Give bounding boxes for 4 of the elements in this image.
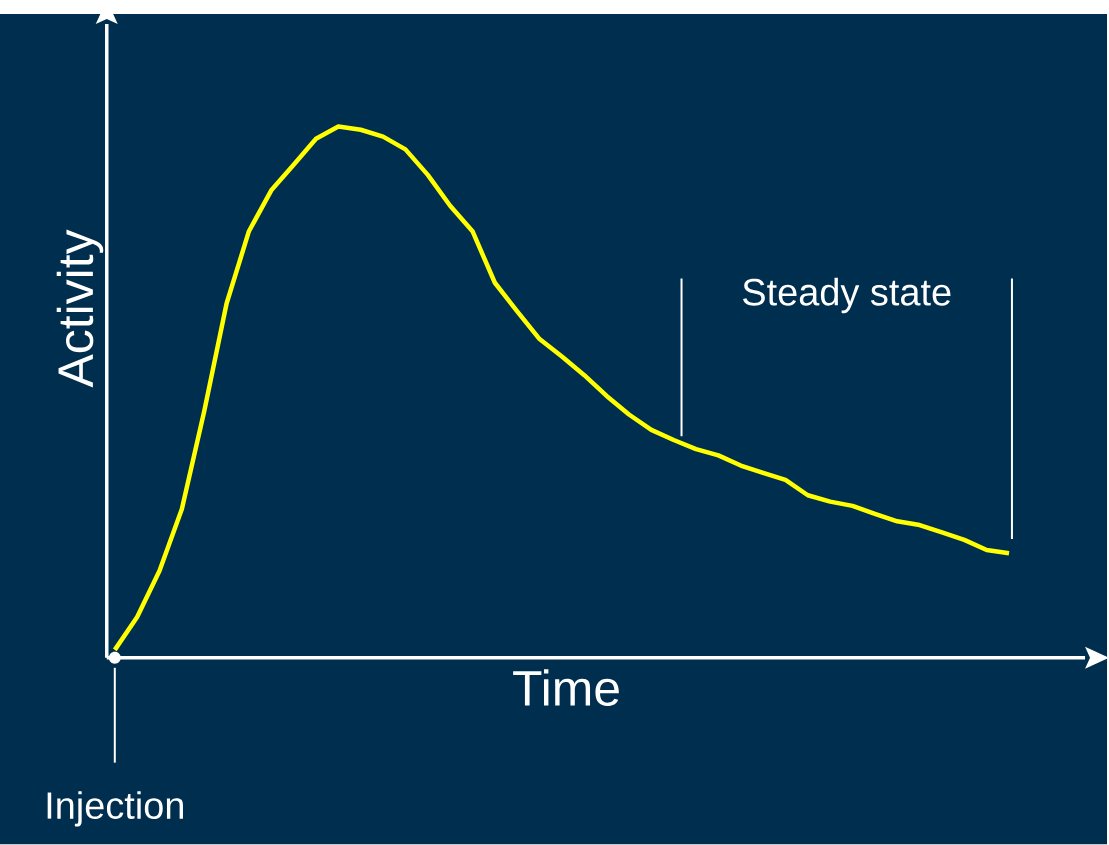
text: Injection <box>47 791 183 827</box>
y-axis-title: Activity <box>56 229 104 388</box>
x-axis-title: Time <box>513 669 619 707</box>
annotation: Steady state <box>743 278 951 314</box>
